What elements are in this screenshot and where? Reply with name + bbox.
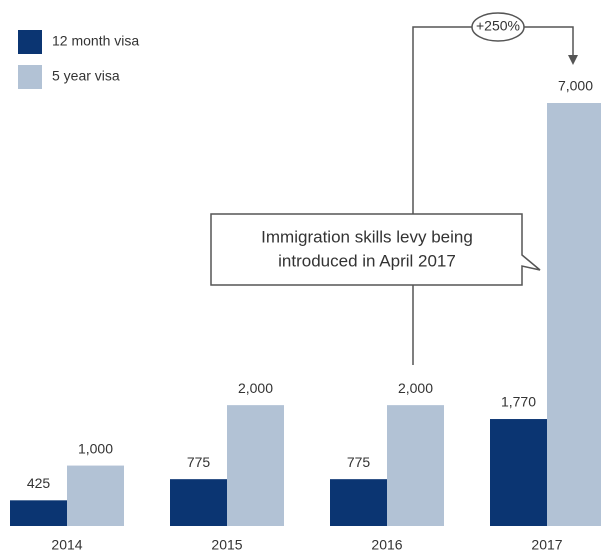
change-label: +250% — [476, 18, 520, 34]
callout-line: Immigration skills levy being — [261, 227, 473, 246]
bar — [227, 405, 284, 526]
legend-swatch — [18, 30, 42, 54]
callout-box — [210, 213, 541, 286]
change-oval — [471, 12, 525, 42]
legend-label: 12 month visa — [52, 33, 139, 49]
bar — [387, 405, 444, 526]
bar — [330, 479, 387, 526]
bar — [490, 419, 547, 526]
x-tick-label: 2015 — [211, 537, 242, 553]
value-label: 775 — [347, 454, 371, 470]
value-label: 2,000 — [238, 380, 273, 396]
x-tick-label: 2016 — [371, 537, 402, 553]
value-label: 775 — [187, 454, 211, 470]
bar — [170, 479, 227, 526]
legend-label: 5 year visa — [52, 68, 120, 84]
value-label: 2,000 — [398, 380, 433, 396]
bar — [67, 465, 124, 526]
bar — [10, 500, 67, 526]
legend-swatch — [18, 65, 42, 89]
bar — [547, 103, 601, 526]
x-tick-label: 2014 — [51, 537, 82, 553]
value-label: 425 — [27, 475, 51, 491]
value-label: 7,000 — [558, 78, 593, 94]
x-tick-label: 2017 — [531, 537, 562, 553]
arrow — [524, 26, 578, 65]
value-label: 1,000 — [78, 440, 113, 456]
callout-line: introduced in April 2017 — [278, 251, 456, 270]
connector — [412, 26, 472, 365]
value-label: 1,770 — [501, 394, 536, 410]
